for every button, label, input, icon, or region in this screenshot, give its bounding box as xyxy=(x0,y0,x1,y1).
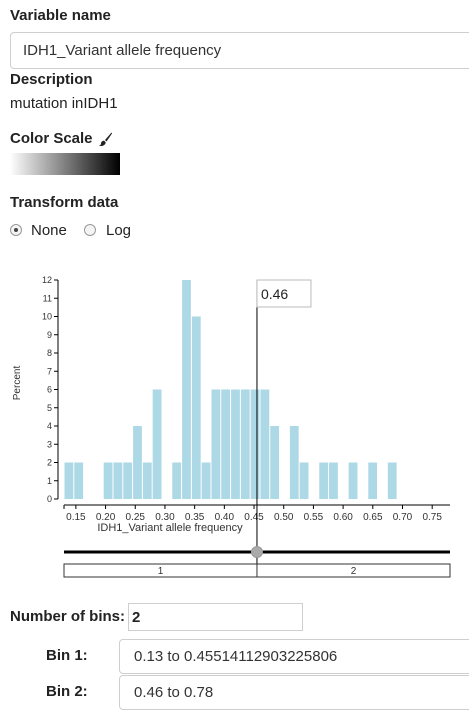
variable-name-field[interactable]: IDH1_Variant allele frequency xyxy=(10,32,469,69)
x-tick-label: 0.20 xyxy=(96,512,116,523)
y-tick-label: 7 xyxy=(47,366,52,376)
threshold-value: 0.46 xyxy=(261,286,288,302)
bin-1-value: 0.13 to 0.45514112903225806 xyxy=(134,648,338,665)
histogram-bar xyxy=(240,389,250,499)
histogram-bar xyxy=(211,389,221,499)
color-scale-gradient[interactable] xyxy=(10,153,120,175)
histogram-bar xyxy=(74,462,84,499)
y-tick-label: 12 xyxy=(42,275,52,285)
histogram-bar xyxy=(299,462,309,499)
description-label: Description xyxy=(10,71,93,88)
histogram-bar xyxy=(348,462,358,499)
bin-2-field[interactable]: 0.46 to 0.78 xyxy=(119,675,469,710)
number-of-bins-label: Number of bins: xyxy=(10,608,125,625)
bin-range-label-2: 2 xyxy=(351,566,357,577)
y-tick-label: 1 xyxy=(47,476,52,486)
x-tick-label: 0.75 xyxy=(422,512,442,523)
y-tick-label: 11 xyxy=(43,293,52,303)
transform-none-label[interactable]: None xyxy=(31,222,67,239)
histogram-bar xyxy=(201,462,211,499)
histogram-bar xyxy=(103,462,113,499)
threshold-value-box xyxy=(256,279,312,308)
histogram-bar xyxy=(250,389,260,499)
histogram-bar xyxy=(64,462,74,499)
number-of-bins-value: 2 xyxy=(132,608,141,626)
transform-data-label: Transform data xyxy=(10,194,119,211)
histogram-bar xyxy=(142,462,152,499)
x-axis-label: IDH1_Variant allele frequency xyxy=(97,522,243,534)
histogram-bar xyxy=(182,280,191,499)
y-tick-label: 4 xyxy=(47,421,52,431)
histogram-bar xyxy=(113,462,123,499)
x-axis: 0.15 0.20 0.25 0.30 0.35 0.40 0.45 0.50 0.55 0.60… xyxy=(63,504,450,523)
number-of-bins-input[interactable]: 2 xyxy=(128,603,303,631)
transform-log-radio[interactable] xyxy=(84,224,96,236)
x-tick-label: 0.35 xyxy=(185,512,205,523)
x-tick-label: 0.60 xyxy=(333,512,353,523)
x-tick-label: 0.40 xyxy=(215,512,235,523)
y-tick-label: 0 xyxy=(47,494,52,504)
histogram-bar xyxy=(368,462,378,499)
transform-log-label[interactable]: Log xyxy=(106,222,132,239)
y-axis-label: Percent xyxy=(12,366,23,401)
histogram-bar xyxy=(387,462,397,499)
y-tick-label: 2 xyxy=(47,458,52,468)
bin-range-label-1: 1 xyxy=(158,566,164,577)
histogram-bar xyxy=(152,389,162,499)
y-tick-label: 9 xyxy=(47,330,52,340)
y-tick-label: 10 xyxy=(42,312,52,322)
histogram-bar xyxy=(172,462,182,499)
y-tick-label: 3 xyxy=(47,439,52,449)
variable-name-label: Variable name xyxy=(10,7,111,24)
slider-handle[interactable] xyxy=(250,546,263,558)
description-text: mutation inIDH1 xyxy=(10,95,118,112)
transform-none-radio[interactable] xyxy=(10,224,22,236)
histogram-bar xyxy=(221,389,231,499)
brush-icon[interactable] xyxy=(97,131,113,147)
color-scale-label: Color Scale xyxy=(10,130,93,147)
bin-2-label: Bin 2: xyxy=(46,683,88,700)
histogram-bar xyxy=(123,462,133,499)
histogram-bar xyxy=(329,462,338,499)
histogram-bar xyxy=(191,316,201,499)
x-tick-label: 0.15 xyxy=(66,512,86,523)
histogram-bars xyxy=(64,280,397,499)
x-tick-label: 0.65 xyxy=(363,512,383,523)
y-tick-label: 6 xyxy=(47,385,52,395)
y-tick-label: 5 xyxy=(47,403,52,413)
x-tick-label: 0.50 xyxy=(274,512,294,523)
bin-2-value: 0.46 to 0.78 xyxy=(134,684,214,701)
x-tick-label: 0.25 xyxy=(126,512,146,523)
bin-1-field[interactable]: 0.13 to 0.45514112903225806 xyxy=(119,639,469,674)
x-tick-label: 0.55 xyxy=(304,512,324,523)
histogram-bar xyxy=(231,389,240,499)
histogram-bar xyxy=(133,426,142,499)
histogram-bar xyxy=(270,426,280,499)
x-tick-label: 0.70 xyxy=(393,512,413,523)
variable-name-value: IDH1_Variant allele frequency xyxy=(23,42,222,59)
histogram-bar xyxy=(319,462,329,499)
x-tick-label: 0.45 xyxy=(244,512,264,523)
histogram-bar xyxy=(289,426,299,499)
x-tick-label: 0.30 xyxy=(155,512,175,523)
histogram-bar xyxy=(260,389,270,499)
y-tick-label: 8 xyxy=(47,348,52,358)
color-scale-header: Color Scale xyxy=(10,130,113,147)
bin-1-label: Bin 1: xyxy=(46,647,88,664)
